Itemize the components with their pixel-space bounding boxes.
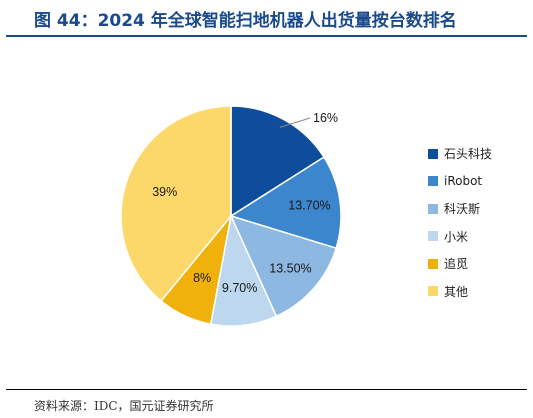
legend-label: 石头科技 [444,147,493,162]
legend-swatch [428,203,438,214]
legend-label: 追觅 [444,257,469,272]
legend-item-2: 科沃斯 [428,195,492,223]
legend-swatch [428,231,438,242]
title-rule [6,35,527,37]
legend-item-1: iRobot [428,168,492,196]
legend-item-4: 追觅 [428,250,492,278]
legend: 石头科技 iRobot 科沃斯小米追觅其他 [428,140,492,305]
slice-label-4: 8% [193,271,211,285]
slice-label-3: 9.70% [222,281,257,295]
legend-item-3: 小米 [428,223,492,251]
slice-label-2: 13.50% [269,261,311,275]
source-rule [6,389,527,390]
legend-swatch [428,148,438,159]
pie-slice-0 [230,105,325,218]
legend-item-0: 石头科技 [428,140,492,168]
legend-swatch [428,286,438,297]
leader-line [279,117,311,128]
legend-label: 科沃斯 [444,202,481,217]
legend-label: 其他 [444,284,469,299]
pie-slice-5 [120,105,232,302]
pie-slice-1 [229,156,342,250]
legend-swatch [428,258,438,269]
legend-item-5: 其他 [428,278,492,306]
chart-title: 图 44：2024 年全球智能扫地机器人出货量按台数排名 [34,11,457,31]
pie-slice-2 [229,214,338,318]
slice-label-5: 39% [152,185,177,199]
slice-label-1: 13.70% [288,198,330,212]
legend-label: 小米 [444,229,469,244]
legend-swatch [428,176,438,187]
slice-label-0: 16% [313,111,338,125]
legend-label: iRobot [444,174,483,189]
source-note: 资料来源：IDC，国元证券研究所 [34,399,214,413]
